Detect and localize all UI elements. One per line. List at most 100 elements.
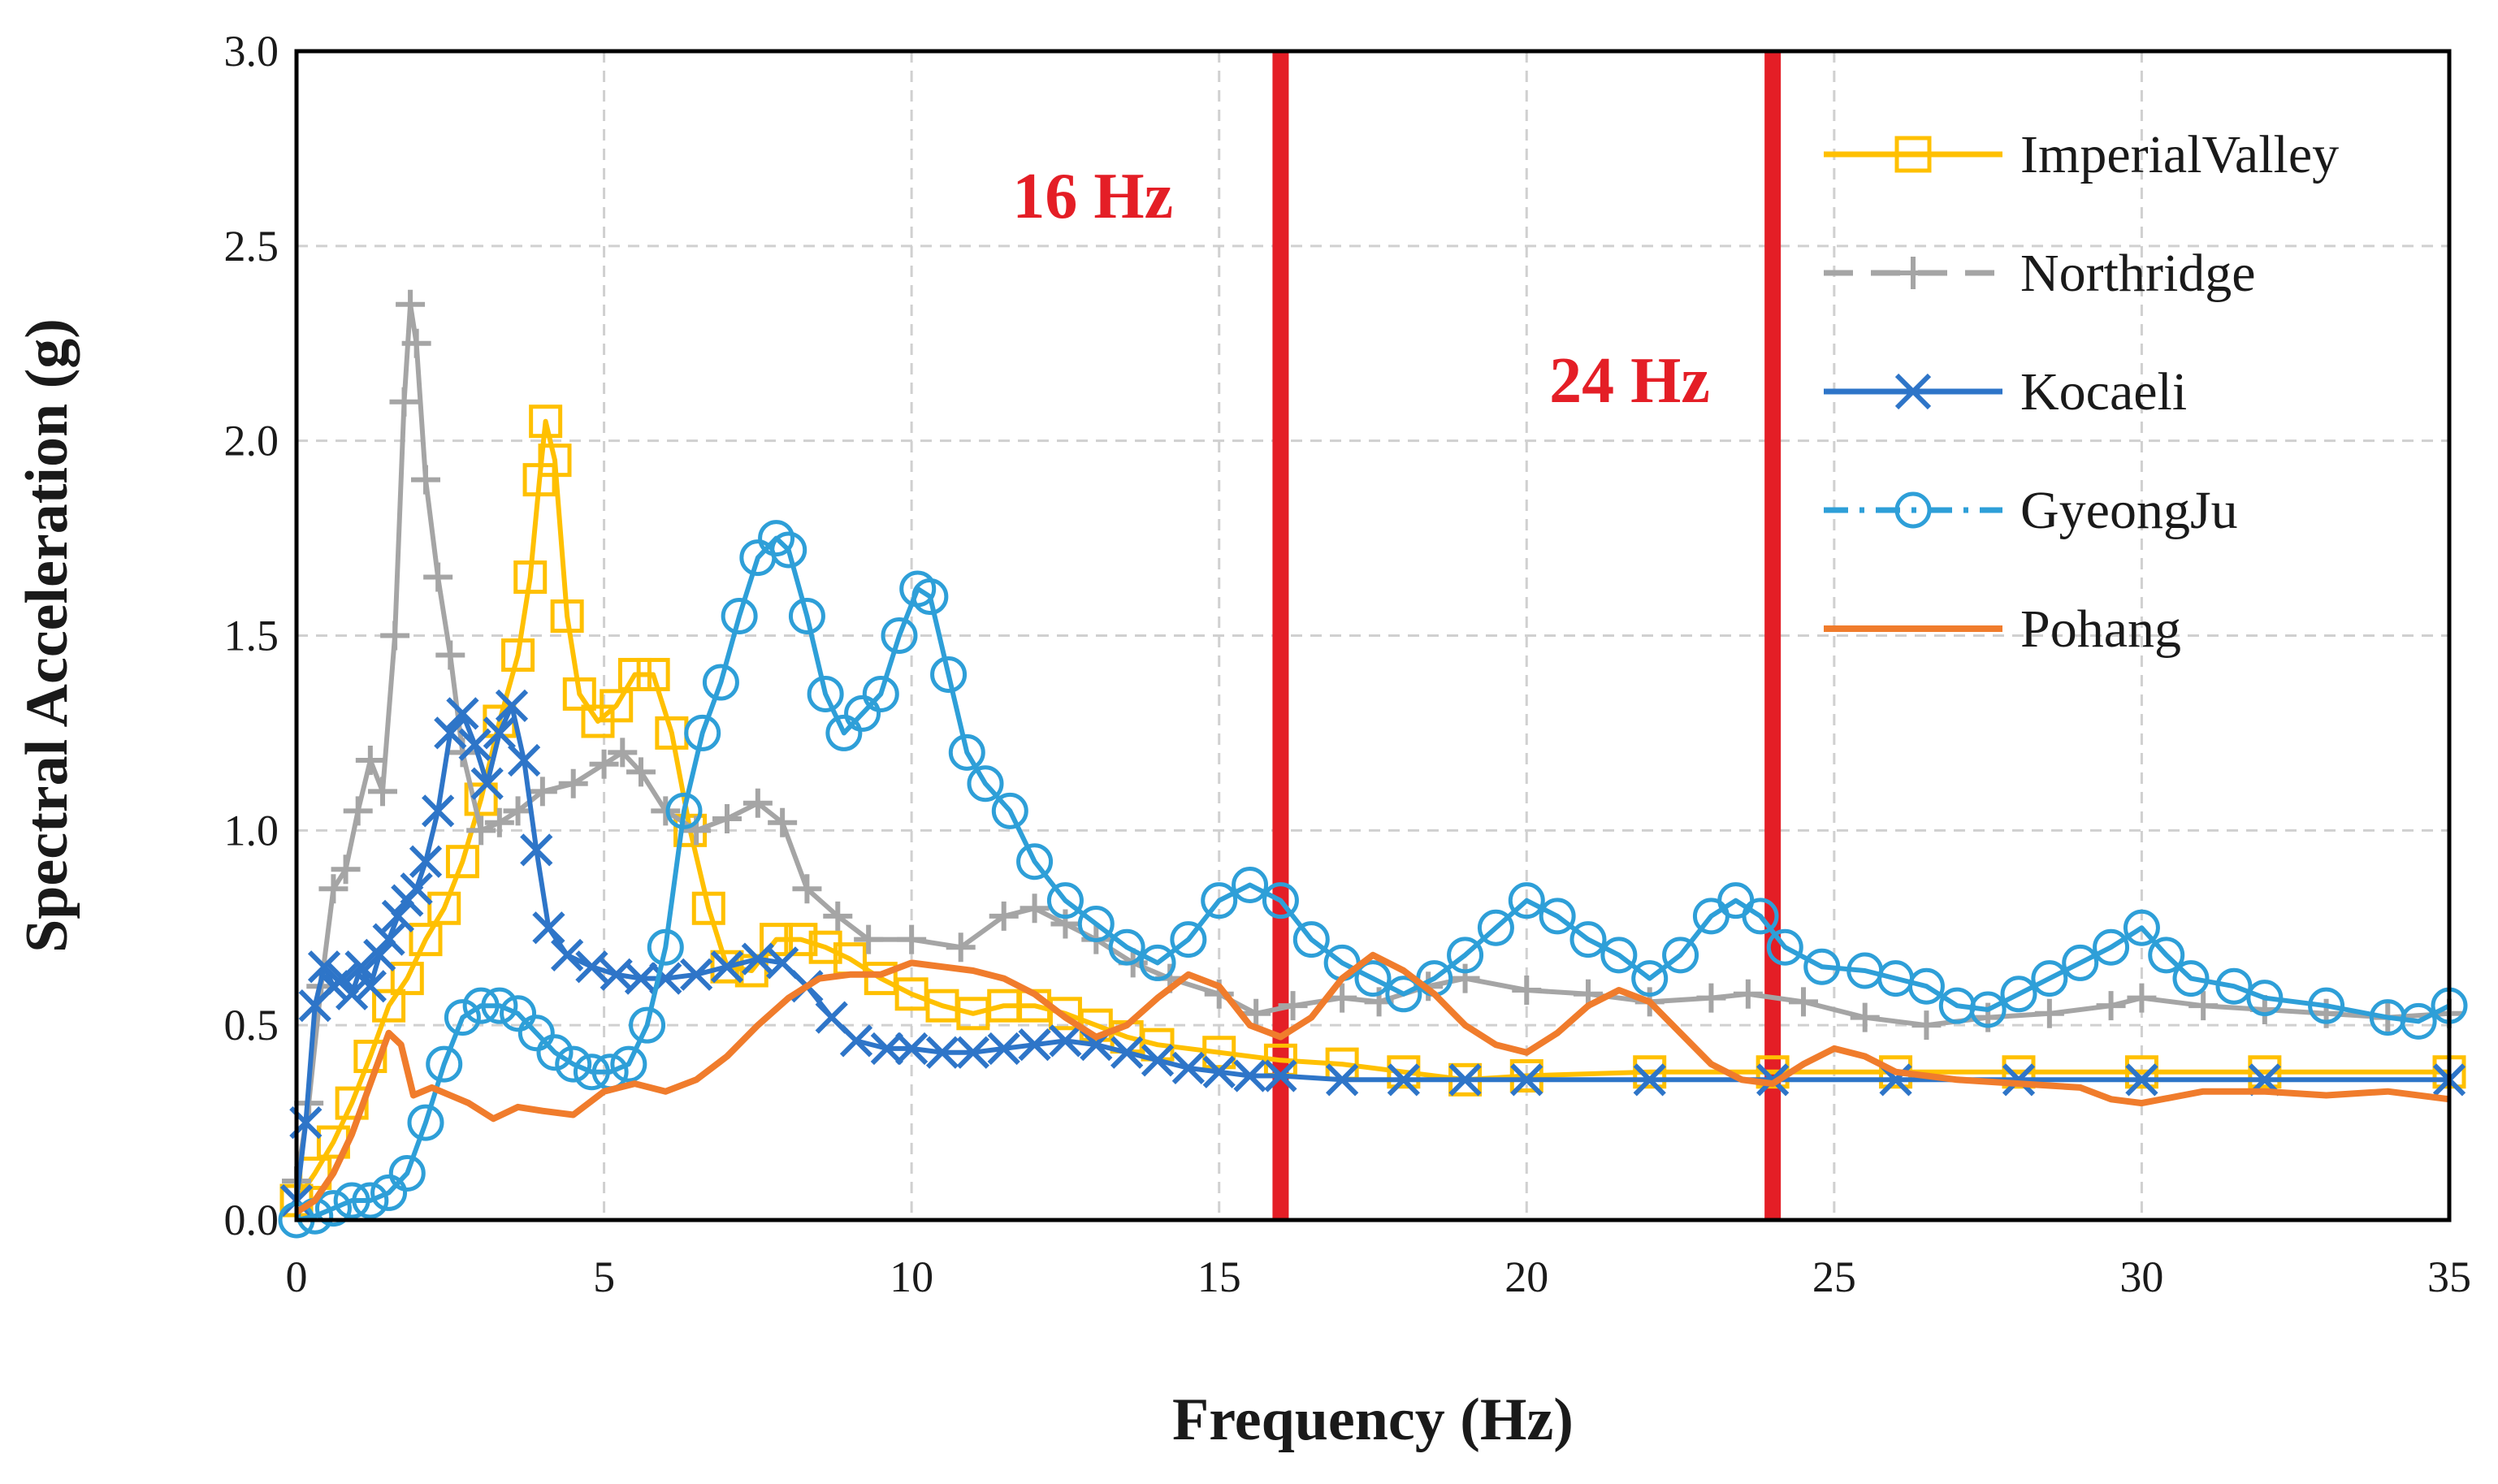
- point-kocaeli: [925, 1036, 959, 1069]
- x-tick-label: 35: [2427, 1253, 2471, 1301]
- point-kocaeli: [363, 938, 396, 971]
- legend: ImperialValley Northridge Kocaeli GyeongJu P…: [1824, 125, 2339, 659]
- point-gyeongju: [1766, 928, 1803, 966]
- point-northridge: [1789, 987, 1818, 1017]
- point-northridge: [989, 901, 1019, 931]
- point-gyeongju: [1969, 991, 2007, 1028]
- point-northridge: [484, 807, 514, 837]
- point-northridge: [1512, 976, 1542, 1005]
- y-tick-label: 3.0: [224, 27, 279, 76]
- point-northridge: [380, 621, 410, 651]
- point-northridge: [792, 874, 822, 904]
- point-gyeongju: [1508, 882, 1545, 919]
- point-gyeongju: [333, 1182, 370, 1219]
- point-northridge: [626, 757, 656, 787]
- point-gyeongju: [665, 792, 703, 829]
- point-gyeongju: [1354, 960, 1392, 997]
- series-line-pohang: [294, 951, 2450, 1215]
- x-tick-label: 0: [286, 1253, 308, 1301]
- point-gyeongju: [991, 792, 1028, 829]
- point-imperialvalley: [353, 1040, 387, 1074]
- point-kocaeli: [575, 950, 608, 984]
- legend-label-kocaeli: Kocaeli: [2020, 362, 2187, 422]
- legend-marker-kocaeli: [1894, 373, 1932, 410]
- point-kocaeli: [353, 970, 387, 1003]
- point-gyeongju: [1569, 921, 1607, 958]
- point-kocaeli: [1326, 1063, 1359, 1097]
- point-gyeongju: [788, 598, 825, 635]
- point-imperialvalley: [808, 930, 842, 964]
- point-gyeongju: [1108, 928, 1145, 966]
- point-kocaeli: [1110, 1036, 1144, 1069]
- point-imperialvalley: [513, 560, 548, 595]
- point-imperialvalley: [409, 923, 443, 957]
- point-northridge: [401, 328, 431, 358]
- point-kocaeli: [1171, 1051, 1205, 1085]
- point-northridge: [1850, 1002, 1880, 1032]
- point-kocaeli: [1387, 1063, 1420, 1097]
- point-kocaeli: [409, 845, 443, 878]
- point-kocaeli: [532, 911, 565, 945]
- x-tick-label: 5: [593, 1253, 615, 1301]
- point-northridge: [423, 562, 453, 592]
- point-northridge: [527, 777, 557, 807]
- annotation-label-24hz: 24 Hz: [1549, 345, 1710, 417]
- point-kocaeli: [520, 833, 553, 867]
- plot-frame: [294, 49, 2452, 1222]
- point-northridge: [1020, 893, 1050, 924]
- point-gyeongju: [881, 617, 918, 654]
- point-northridge: [2096, 991, 2126, 1021]
- series-line-imperialvalley: [294, 418, 2449, 1202]
- legend-label-pohang: Pohang: [2020, 599, 2181, 659]
- point-gyeongju: [862, 675, 899, 712]
- point-gyeongju: [825, 714, 863, 751]
- point-gyeongju: [1447, 937, 1484, 974]
- legend-item-gyeongju: GyeongJu: [1824, 481, 2238, 540]
- point-northridge: [389, 387, 419, 417]
- series-layer: [278, 289, 2468, 1239]
- point-imperialvalley: [529, 405, 563, 439]
- point-kocaeli: [381, 899, 415, 932]
- point-gyeongju: [573, 1054, 610, 1091]
- series-line-northridge: [294, 301, 2450, 1182]
- legend-label-imperialvalley: ImperialValley: [2020, 125, 2339, 184]
- point-imperialvalley: [636, 657, 670, 691]
- point-northridge: [589, 749, 619, 779]
- point-imperialvalley: [427, 891, 461, 925]
- point-imperialvalley: [1387, 1055, 1421, 1089]
- point-kocaeli: [895, 1032, 929, 1066]
- point-kocaeli: [1510, 1063, 1543, 1097]
- y-tick-label: 2.0: [224, 417, 279, 465]
- point-gyeongju: [1201, 882, 1238, 919]
- point-imperialvalley: [710, 950, 744, 984]
- point-gyeongju: [807, 675, 844, 712]
- point-northridge: [1450, 963, 1480, 993]
- legend-marker-imperialvalley: [1894, 136, 1932, 173]
- point-kocaeli: [344, 950, 378, 984]
- point-kocaeli: [1233, 1059, 1266, 1092]
- point-northridge: [1327, 983, 1357, 1013]
- point-imperialvalley: [1202, 1036, 1236, 1070]
- point-imperialvalley: [562, 677, 596, 711]
- point-imperialvalley: [390, 962, 424, 996]
- point-kocaeli: [710, 950, 744, 984]
- point-northridge: [355, 745, 385, 775]
- x-tick-label: 15: [1197, 1253, 1241, 1301]
- point-imperialvalley: [2248, 1055, 2282, 1089]
- y-tick-label: 2.5: [224, 222, 279, 270]
- point-gyeongju: [444, 999, 481, 1036]
- y-tick-label: 1.5: [224, 612, 279, 660]
- annotation-lines: [1272, 51, 1782, 1220]
- point-northridge: [2034, 998, 2064, 1028]
- x-tick-label: 10: [890, 1253, 933, 1301]
- point-northridge: [1911, 1010, 1942, 1041]
- point-kocaeli: [1264, 1059, 1297, 1092]
- point-gyeongju: [1803, 948, 1841, 985]
- point-gyeongju: [1046, 882, 1084, 919]
- point-gyeongju: [2148, 937, 2185, 974]
- point-gyeongju: [2308, 987, 2345, 1024]
- point-gyeongju: [2215, 967, 2253, 1005]
- legend-item-imperialvalley: ImperialValley: [1824, 125, 2339, 184]
- point-imperialvalley: [784, 923, 818, 957]
- point-kocaeli: [987, 1032, 1020, 1066]
